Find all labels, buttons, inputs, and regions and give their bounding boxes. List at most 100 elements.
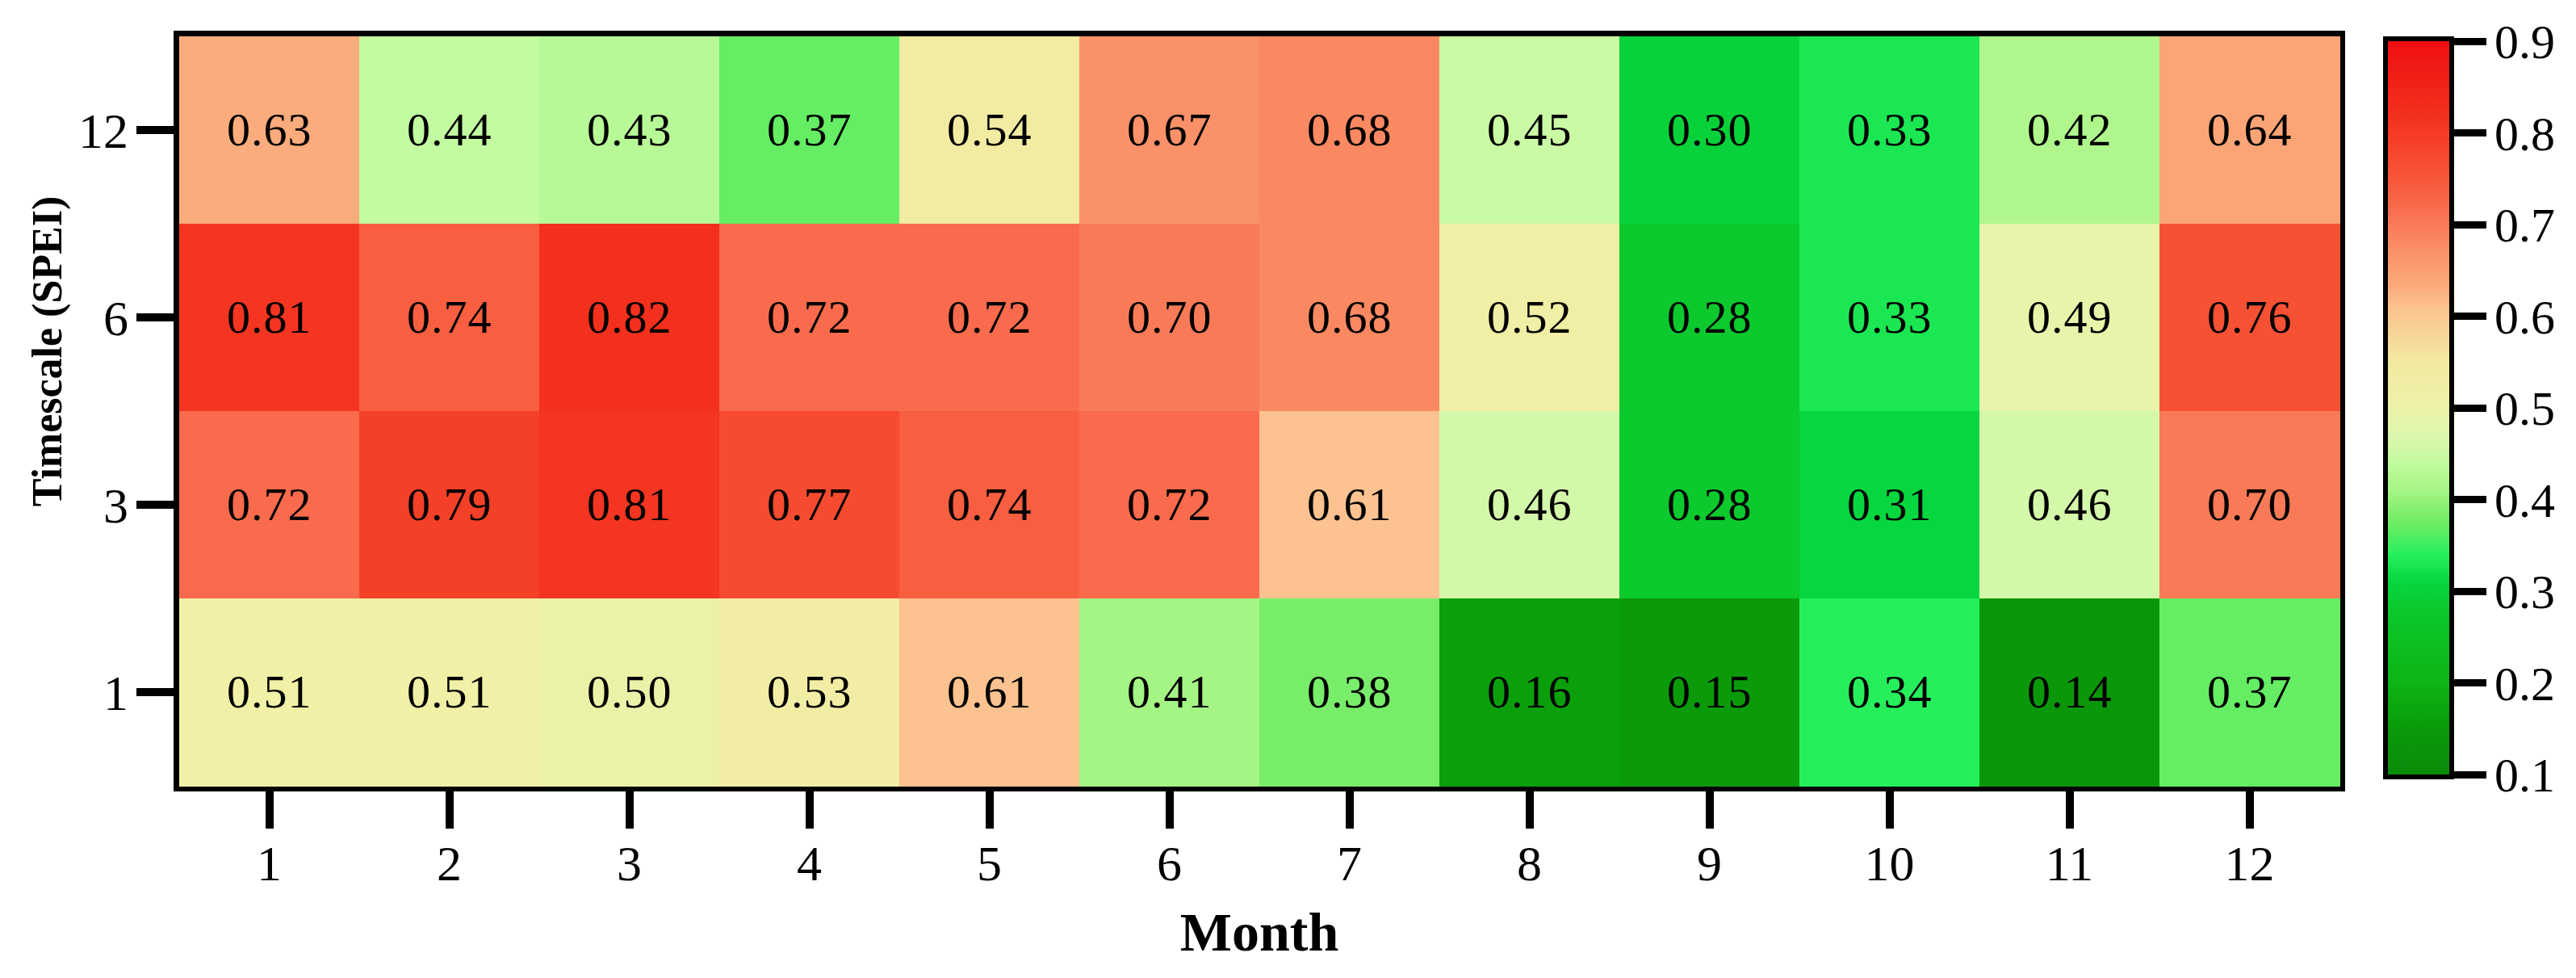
y-tick-mark (136, 126, 174, 134)
cell-value: 0.28 (1667, 481, 1753, 528)
x-tick-label: 8 (1465, 838, 1594, 888)
x-tick-mark (1346, 791, 1354, 829)
colorbar-tick-label: 0.8 (2494, 110, 2576, 158)
heatmap-cell: 0.61 (899, 598, 1080, 787)
x-tick-label: 12 (2185, 838, 2314, 888)
y-tick-mark (136, 688, 174, 696)
heatmap-figure: Timescale (SPEI) 0.630.440.430.370.540.6… (0, 0, 2576, 978)
heatmap-cell: 0.46 (1979, 411, 2160, 599)
heatmap-cell: 0.46 (1439, 411, 1620, 599)
x-tick-mark (266, 791, 274, 829)
heatmap-cell: 0.53 (719, 598, 900, 787)
heatmap-cell: 0.28 (1619, 224, 1800, 412)
cell-value: 0.38 (1307, 669, 1393, 716)
cell-value: 0.72 (1127, 481, 1213, 528)
heatmap-cell: 0.51 (179, 598, 360, 787)
heatmap-cell: 0.72 (1079, 411, 1260, 599)
x-tick-label: 4 (745, 838, 874, 888)
x-tick-label: 5 (925, 838, 1054, 888)
heatmap-cell: 0.76 (2159, 224, 2340, 412)
colorbar-tick-mark (2454, 496, 2486, 503)
colorbar-tick-label: 0.5 (2494, 384, 2576, 433)
heatmap-cell: 0.74 (359, 224, 540, 412)
cell-value: 0.49 (2027, 294, 2113, 341)
heatmap-cell: 0.68 (1259, 224, 1440, 412)
heatmap-cell: 0.61 (1259, 411, 1440, 599)
colorbar (2383, 36, 2454, 779)
x-tick-label: 3 (565, 838, 694, 888)
cell-value: 0.30 (1667, 107, 1753, 153)
heatmap-cell: 0.81 (539, 411, 720, 599)
colorbar-tick-label: 0.6 (2494, 293, 2576, 342)
x-tick-label: 7 (1285, 838, 1414, 888)
heatmap-cell: 0.37 (719, 36, 900, 225)
x-tick-label: 9 (1645, 838, 1774, 888)
colorbar-tick-mark (2454, 405, 2486, 412)
colorbar-tick-label: 0.9 (2494, 18, 2576, 66)
cell-value: 0.54 (947, 107, 1032, 153)
cell-value: 0.72 (767, 294, 852, 341)
heatmap-cell: 0.41 (1079, 598, 1260, 787)
heatmap-plot: 0.630.440.430.370.540.670.680.450.300.33… (174, 31, 2345, 791)
x-tick-mark (446, 791, 454, 829)
cell-value: 0.28 (1667, 294, 1753, 341)
heatmap-cell: 0.54 (899, 36, 1080, 225)
heatmap-cell: 0.82 (539, 224, 720, 412)
heatmap-cell: 0.49 (1979, 224, 2160, 412)
heatmap-cell: 0.72 (179, 411, 360, 599)
heatmap-cell: 0.64 (2159, 36, 2340, 225)
cell-value: 0.31 (1847, 481, 1933, 528)
heatmap-cell: 0.33 (1799, 36, 1980, 225)
cell-value: 0.70 (1127, 294, 1213, 341)
x-tick-mark (986, 791, 994, 829)
colorbar-tick-label: 0.7 (2494, 201, 2576, 250)
heatmap-cell: 0.15 (1619, 598, 1800, 787)
heatmap-cell: 0.70 (1079, 224, 1260, 412)
heatmap-cell: 0.63 (179, 36, 360, 225)
cell-value: 0.81 (227, 294, 312, 341)
heatmap-cell: 0.77 (719, 411, 900, 599)
cell-value: 0.53 (767, 669, 852, 716)
y-tick-mark (136, 501, 174, 509)
colorbar-tick-mark (2454, 313, 2486, 320)
cell-value: 0.37 (767, 107, 852, 153)
cell-value: 0.33 (1847, 294, 1933, 341)
cell-value: 0.51 (407, 669, 492, 716)
x-tick-label: 1 (205, 838, 334, 888)
heatmap-cell: 0.79 (359, 411, 540, 599)
x-tick-mark (1166, 791, 1174, 829)
heatmap-cell: 0.30 (1619, 36, 1800, 225)
cell-value: 0.74 (947, 481, 1032, 528)
heatmap-cell: 0.70 (2159, 411, 2340, 599)
colorbar-tick-mark (2454, 588, 2486, 595)
cell-value: 0.16 (1487, 669, 1573, 716)
heatmap-cell: 0.31 (1799, 411, 1980, 599)
colorbar-tick-mark (2454, 679, 2486, 686)
x-tick-label: 11 (2005, 838, 2134, 888)
colorbar-tick-mark (2454, 221, 2486, 229)
cell-value: 0.61 (947, 669, 1032, 716)
cell-value: 0.72 (227, 481, 312, 528)
cell-value: 0.52 (1487, 294, 1573, 341)
cell-value: 0.74 (407, 294, 492, 341)
heatmap-cell: 0.72 (899, 224, 1080, 412)
cell-value: 0.34 (1847, 669, 1933, 716)
x-tick-mark (806, 791, 814, 829)
heatmap-cell: 0.68 (1259, 36, 1440, 225)
heatmap-cell: 0.38 (1259, 598, 1440, 787)
x-tick-mark (2246, 791, 2254, 829)
heatmap-cell: 0.51 (359, 598, 540, 787)
y-tick-label: 6 (31, 293, 128, 343)
cell-value: 0.44 (407, 107, 492, 153)
heatmap-cell: 0.44 (359, 36, 540, 225)
heatmap-cell: 0.72 (719, 224, 900, 412)
y-tick-label: 3 (31, 481, 128, 531)
cell-value: 0.61 (1307, 481, 1393, 528)
cell-value: 0.70 (2207, 481, 2293, 528)
x-tick-mark (1886, 791, 1894, 829)
cell-value: 0.79 (407, 481, 492, 528)
cell-value: 0.63 (227, 107, 312, 153)
colorbar-tick-mark (2454, 38, 2486, 45)
x-tick-label: 6 (1105, 838, 1234, 888)
cell-value: 0.42 (2027, 107, 2113, 153)
